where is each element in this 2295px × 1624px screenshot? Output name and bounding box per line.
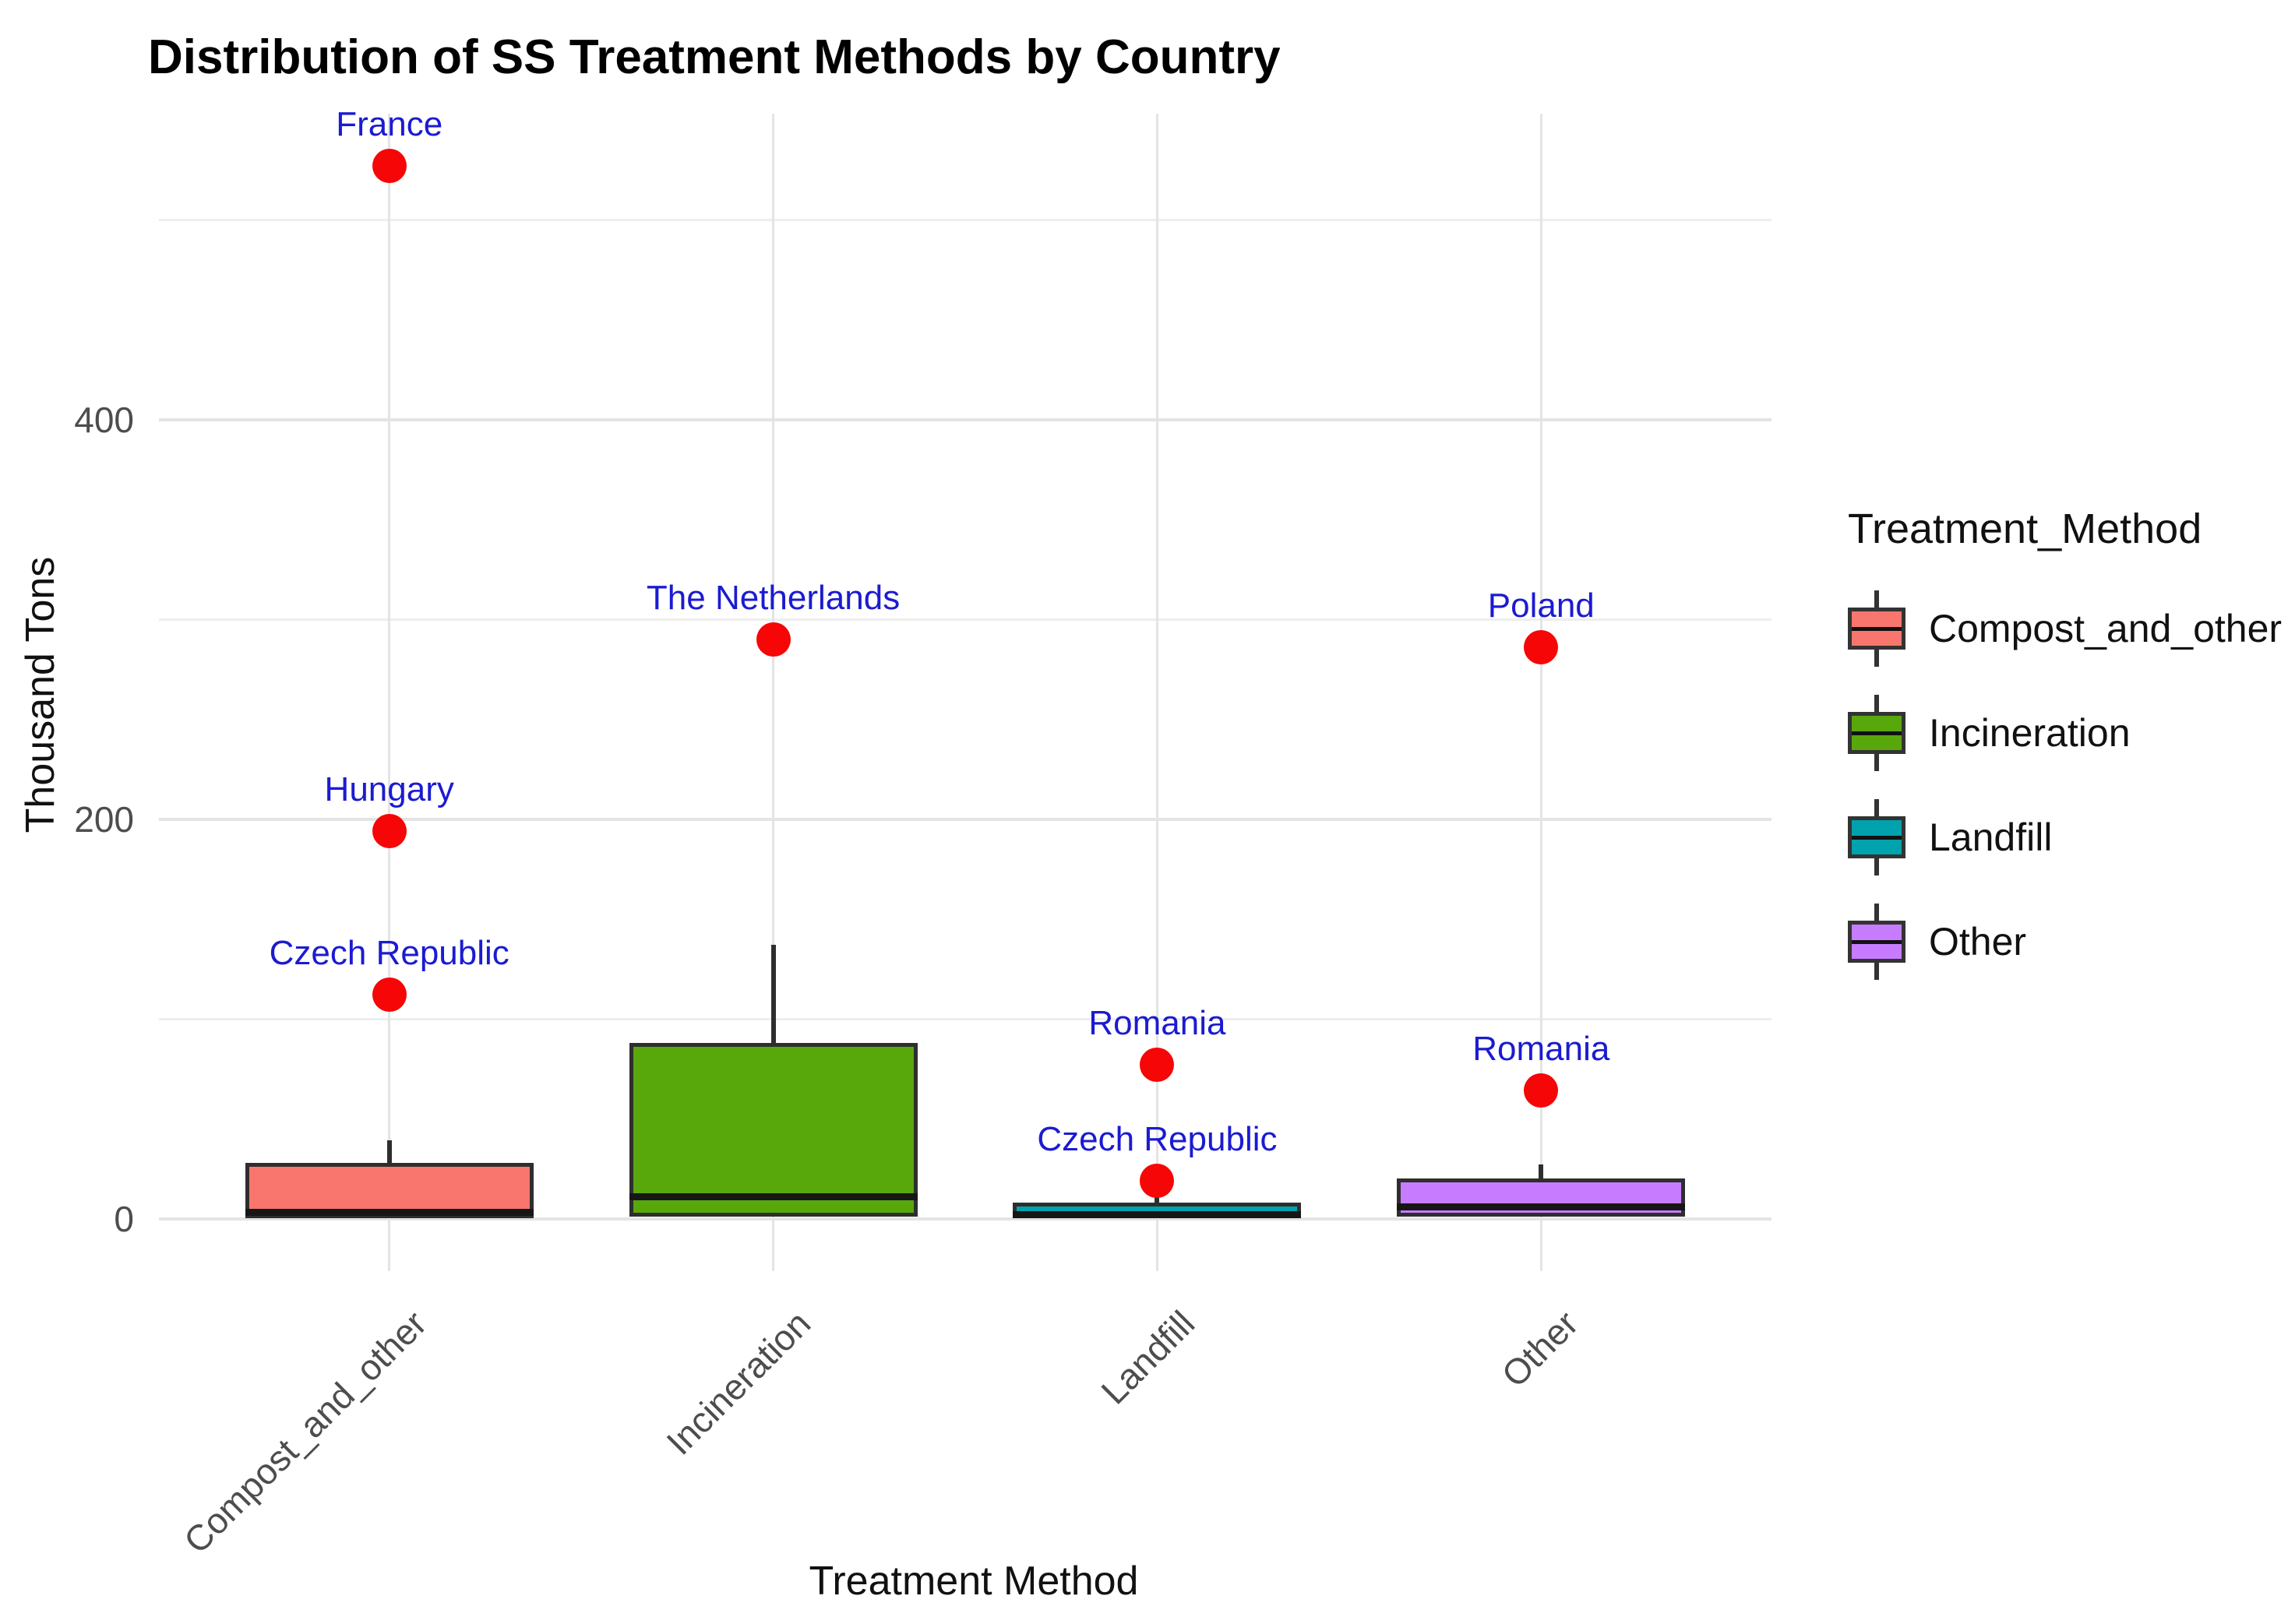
box-median-Landfill [1013,1210,1302,1218]
x-tick-label-Other: Other [1493,1302,1586,1395]
gridline-major-0 [159,1217,1771,1221]
legend-item-Incineration: Incineration [1848,695,2295,771]
outlier-label: Poland [1487,586,1595,625]
outlier-dot-Poland [1524,629,1559,664]
x-tick-label-Landfill: Landfill [1093,1302,1202,1412]
boxplot-key-icon [1848,590,1905,667]
boxplot-key-icon [1848,904,1905,980]
boxplot-key-icon [1848,799,1905,875]
key-box [1848,921,1905,963]
x-axis-title: Treatment Method [809,1559,1139,1604]
box-Incineration [629,1042,918,1217]
legend-item-Landfill: Landfill [1848,799,2295,875]
chart-title: Distribution of SS Treatment Methods by … [148,30,1281,84]
legend-item-Other: Other [1848,904,2295,980]
legend: Treatment_Method Compost_and_other Incine… [1848,505,2295,1008]
outlier-dot-The-Netherlands [756,622,791,657]
y-tick-label: 400 [74,399,134,440]
gridline-minor-500 [159,218,1771,221]
outlier-dot-Romania [1140,1047,1175,1082]
x-tick-label-Incineration: Incineration [658,1302,819,1463]
gridline-minor-300 [159,618,1771,621]
gridline-category-0 [388,114,391,1271]
legend-items: Compost_and_other Incineration Landfill Oth… [1848,590,2295,980]
x-tick-label-Compost_and_other: Compost_and_other [175,1302,435,1562]
gridline-minor-100 [159,1017,1771,1020]
legend-label: Other [1929,920,2027,963]
box-whisker-Landfill [1155,1196,1160,1203]
box-whisker-Incineration [770,945,776,1043]
key-box [1848,712,1905,754]
outlier-label: Czech Republic [1037,1119,1278,1158]
legend-item-Compost_and_other: Compost_and_other [1848,590,2295,667]
y-axis-title: Thousand Tons [18,556,63,833]
box-Other [1397,1178,1686,1217]
box-median-Compost_and_other [245,1209,534,1217]
y-tick-label: 200 [74,798,134,840]
key-median [1852,940,1902,944]
box-whisker-Other [1539,1164,1544,1179]
y-tick-label: 0 [114,1198,134,1239]
legend-label: Compost_and_other [1929,607,2283,650]
key-median [1852,627,1902,631]
legend-title: Treatment_Method [1848,506,2202,552]
outlier-label: Romania [1088,1003,1226,1042]
box-whisker-Compost_and_other [386,1140,392,1163]
outlier-dot-Romania [1524,1073,1559,1108]
key-box [1848,608,1905,650]
gridline-major-400 [159,417,1771,421]
legend-label: Landfill [1929,816,2053,859]
gridline-major-200 [159,817,1771,821]
key-median [1852,836,1902,840]
key-box [1848,816,1905,858]
outlier-label: Czech Republic [269,934,509,973]
outlier-dot-Czech-Republic [372,978,407,1013]
gridline-category-2 [1155,114,1158,1271]
box-median-Incineration [629,1192,918,1200]
outlier-label: Hungary [324,770,454,808]
gridline-category-3 [1539,114,1542,1271]
boxplot-key-icon [1848,695,1905,771]
key-median [1852,731,1902,735]
outlier-dot-Hungary [372,813,407,848]
outlier-label: The Netherlands [646,578,901,617]
gridline-category-1 [772,114,775,1271]
outlier-dot-France [372,148,407,183]
outlier-label: France [336,104,443,143]
legend-label: Incineration [1929,711,2131,755]
outlier-label: Romania [1472,1030,1610,1069]
outlier-dot-Czech-Republic [1140,1163,1175,1198]
box-median-Other [1397,1203,1686,1210]
